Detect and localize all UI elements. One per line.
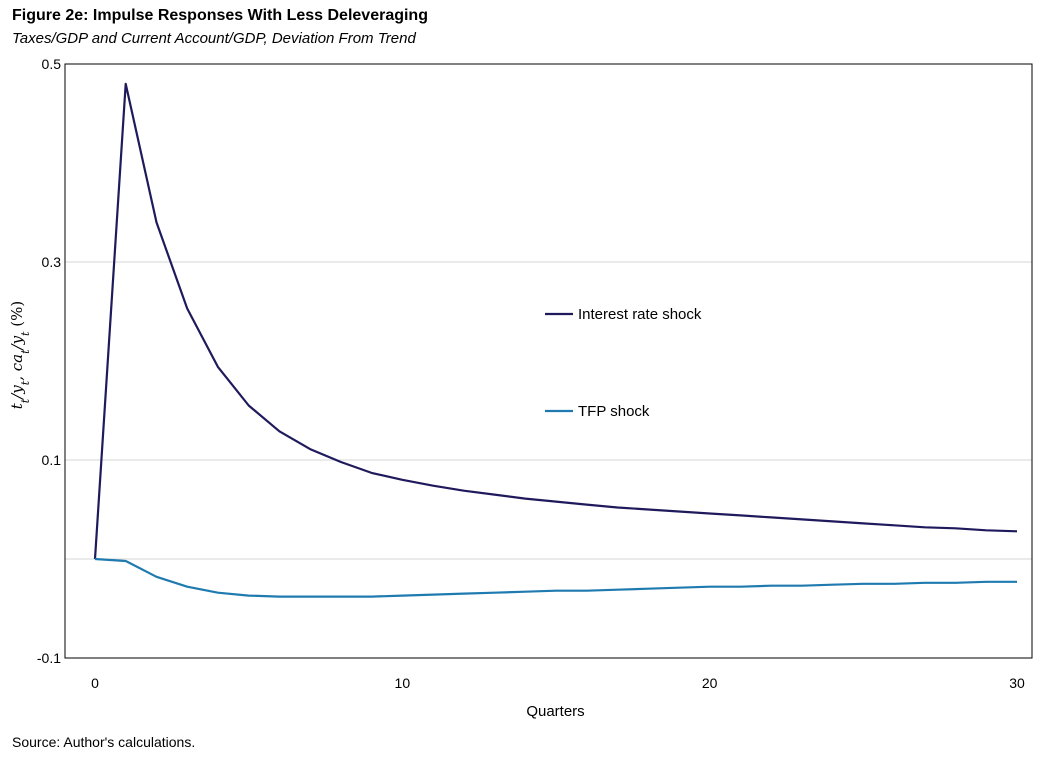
series-layer: [93, 82, 1018, 598]
legend: Interest rate shock TFP shock: [545, 306, 702, 420]
ylabel-t: t: [8, 402, 26, 409]
x-axis-title: Quarters: [526, 703, 584, 720]
legend-label-tfp-shock: TFP shock: [578, 403, 650, 420]
x-tick-label-1: 10: [395, 675, 411, 691]
plot-area-frame: [64, 63, 1033, 659]
ylabel-slash2: /: [8, 342, 26, 351]
ylabel-sub2: t: [19, 380, 32, 385]
y-axis-title: tt/yt, cat/yt (%): [8, 301, 32, 409]
legend-label-interest-rate-shock: Interest rate shock: [578, 306, 702, 323]
y-tick-label-2: 0.1: [42, 452, 62, 468]
ylabel-sub3: t: [19, 349, 32, 354]
ylabel-sub4: t: [19, 331, 32, 336]
y-axis-ticks: 0.5 0.3 0.1 -0.1: [37, 56, 61, 666]
ylabel-sub1: t: [19, 398, 32, 403]
ylabel-y1: y: [8, 385, 26, 395]
y-tick-label-0: 0.5: [42, 56, 62, 72]
y-tick-label-3: -0.1: [37, 650, 61, 666]
x-tick-label-2: 20: [702, 675, 718, 691]
ylabel-comma: ,: [8, 371, 26, 381]
x-tick-label-3: 30: [1009, 675, 1025, 691]
series-line-tfp-shock: [94, 557, 1017, 598]
ylabel-unit: (%): [8, 301, 26, 332]
figure-subtitle: Taxes/GDP and Current Account/GDP, Devia…: [12, 30, 416, 47]
series-line-interest-rate-shock: [93, 82, 1018, 560]
ylabel-slash1: /: [8, 392, 26, 401]
y-tick-label-1: 0.3: [42, 254, 62, 270]
ylabel-y2: y: [8, 335, 26, 345]
x-tick-label-0: 0: [91, 675, 99, 691]
source-note: Source: Author's calculations.: [12, 734, 196, 750]
ylabel-ca: ca: [8, 354, 26, 371]
gridlines: [65, 261, 1032, 560]
x-axis-ticks: 0 10 20 30: [91, 675, 1025, 691]
figure-title: Figure 2e: Impulse Responses With Less D…: [12, 7, 428, 24]
